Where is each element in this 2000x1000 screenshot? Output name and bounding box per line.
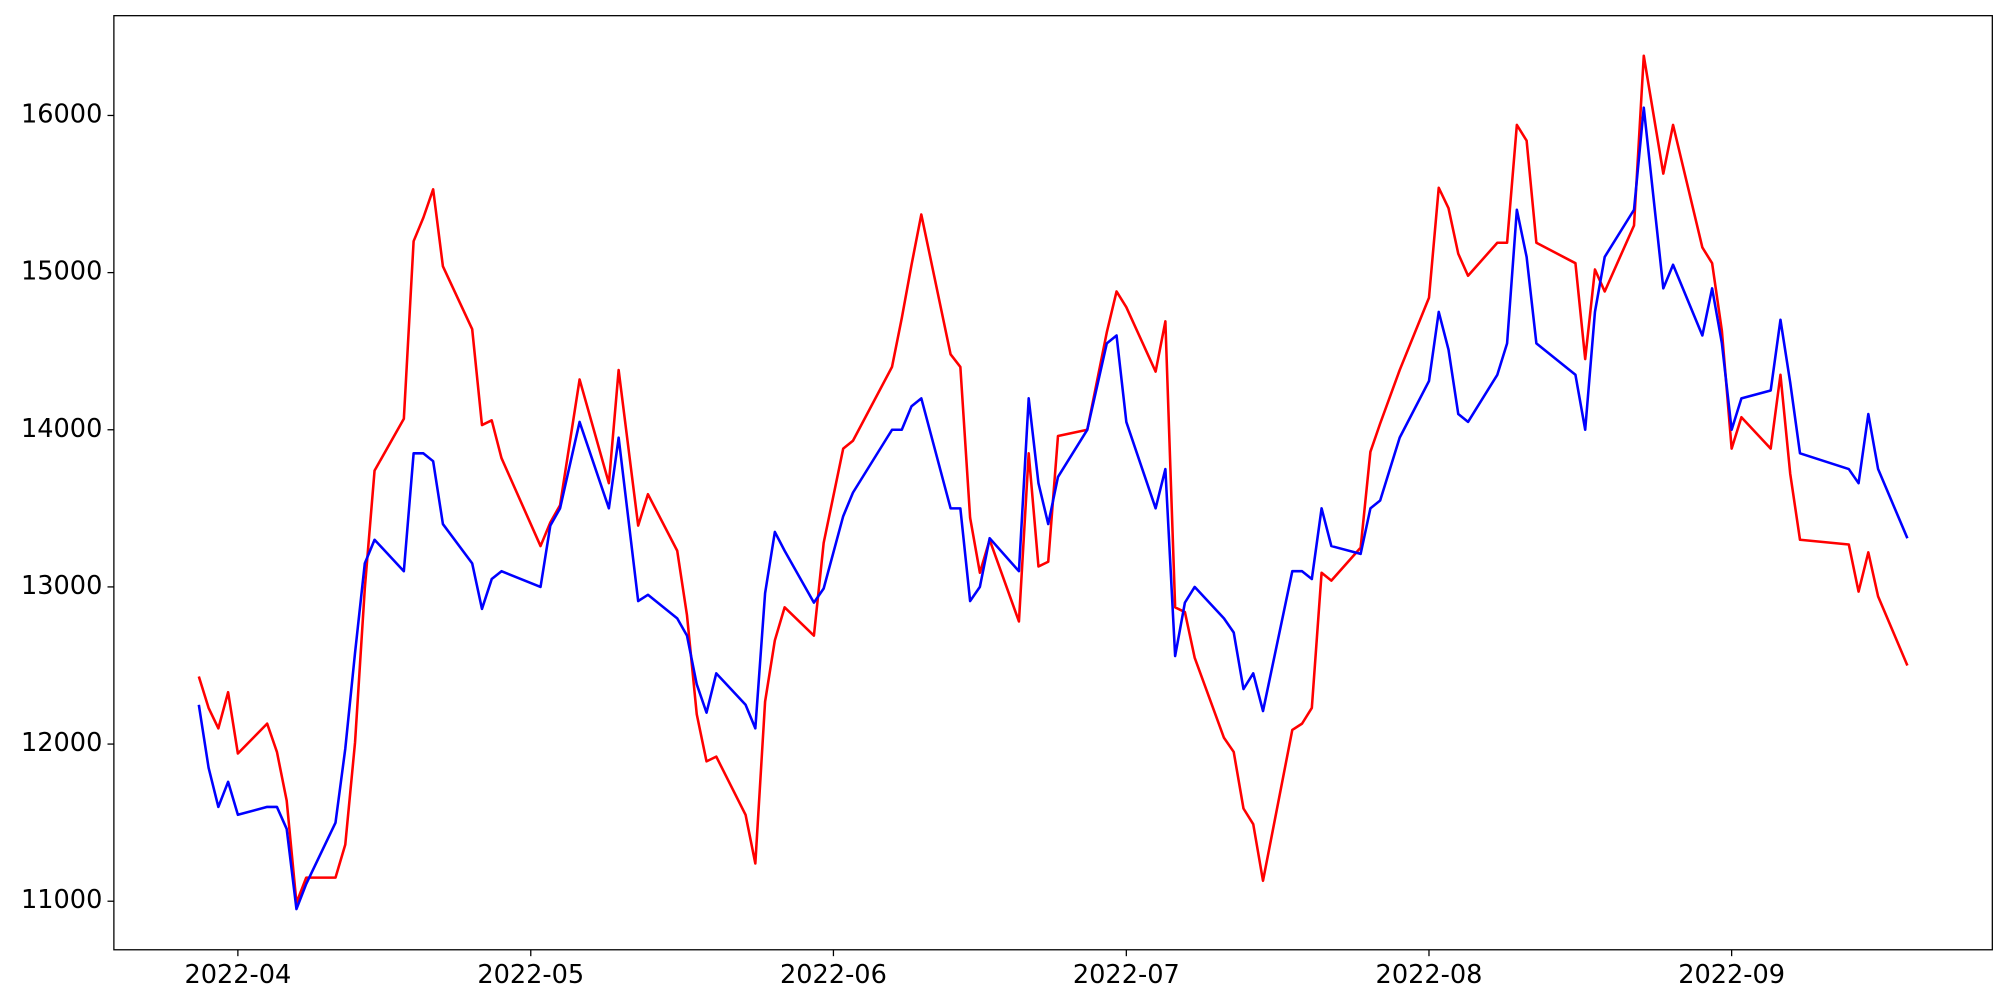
data-line: [197, 54, 1909, 905]
x-tick-label: 2022-09: [1678, 960, 1785, 990]
x-tick-label: 2022-07: [1073, 960, 1180, 990]
plot-frame: [113, 15, 1993, 951]
y-tick-label: 13000: [21, 571, 102, 601]
y-tick-label: 14000: [21, 414, 102, 444]
y-tick-label: 16000: [21, 99, 102, 129]
data-line: [197, 106, 1909, 911]
y-tick-label: 12000: [21, 728, 102, 758]
x-tick-label: 2022-08: [1376, 960, 1483, 990]
y-tick-label: 15000: [21, 257, 102, 287]
x-tick-label: 2022-05: [477, 960, 584, 990]
x-tick-label: 2022-04: [184, 960, 291, 990]
x-tick-label: 2022-06: [780, 960, 887, 990]
y-tick-label: 11000: [21, 885, 102, 915]
